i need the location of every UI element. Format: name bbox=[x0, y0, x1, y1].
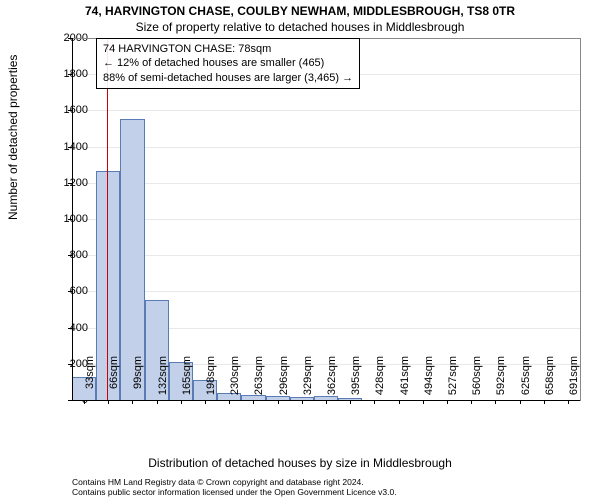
x-tick-label: 625sqm bbox=[520, 356, 532, 404]
info-box: 74 HARVINGTON CHASE: 78sqm ← 12% of deta… bbox=[96, 38, 360, 89]
x-tick-mark bbox=[205, 400, 206, 404]
chart-container: 74, HARVINGTON CHASE, COULBY NEWHAM, MID… bbox=[0, 0, 600, 500]
x-tick-label: 691sqm bbox=[568, 356, 580, 404]
x-tick-mark bbox=[157, 400, 158, 404]
x-tick-label: 428sqm bbox=[374, 356, 386, 404]
x-tick-mark bbox=[229, 400, 230, 404]
bars-container bbox=[72, 39, 580, 401]
x-tick-mark bbox=[181, 400, 182, 404]
x-tick-mark bbox=[544, 400, 545, 404]
info-box-line3: 88% of semi-detached houses are larger (… bbox=[103, 71, 353, 85]
y-axis-line bbox=[72, 38, 73, 400]
x-tick-mark bbox=[132, 400, 133, 404]
x-tick-label: 66sqm bbox=[108, 356, 120, 404]
x-tick-mark bbox=[278, 400, 279, 404]
x-tick-label: 527sqm bbox=[447, 356, 459, 404]
x-tick-label: 362sqm bbox=[326, 356, 338, 404]
x-tick-label: 99sqm bbox=[132, 356, 144, 404]
reference-line bbox=[107, 39, 108, 401]
footer-line2: Contains public sector information licen… bbox=[72, 487, 397, 497]
x-tick-label: 33sqm bbox=[84, 356, 96, 404]
chart-title-sub: Size of property relative to detached ho… bbox=[0, 20, 600, 34]
x-tick-label: 461sqm bbox=[399, 356, 411, 404]
plot-area bbox=[72, 38, 581, 401]
x-tick-mark bbox=[520, 400, 521, 404]
x-tick-mark bbox=[108, 400, 109, 404]
x-tick-label: 165sqm bbox=[181, 356, 193, 404]
x-tick-label: 658sqm bbox=[544, 356, 556, 404]
info-box-line2: ← 12% of detached houses are smaller (46… bbox=[103, 56, 353, 70]
x-axis-label: Distribution of detached houses by size … bbox=[0, 456, 600, 470]
x-tick-mark bbox=[399, 400, 400, 404]
info-box-line1: 74 HARVINGTON CHASE: 78sqm bbox=[103, 42, 353, 56]
chart-title-main: 74, HARVINGTON CHASE, COULBY NEWHAM, MID… bbox=[0, 4, 600, 18]
x-tick-label: 198sqm bbox=[205, 356, 217, 404]
x-tick-mark bbox=[253, 400, 254, 404]
x-tick-mark bbox=[326, 400, 327, 404]
x-tick-label: 329sqm bbox=[302, 356, 314, 404]
x-tick-mark bbox=[350, 400, 351, 404]
x-tick-mark bbox=[495, 400, 496, 404]
x-tick-label: 592sqm bbox=[495, 356, 507, 404]
footer: Contains HM Land Registry data © Crown c… bbox=[72, 477, 397, 497]
x-tick-mark bbox=[374, 400, 375, 404]
x-tick-label: 560sqm bbox=[471, 356, 483, 404]
x-tick-label: 296sqm bbox=[278, 356, 290, 404]
x-tick-label: 395sqm bbox=[350, 356, 362, 404]
x-tick-mark bbox=[447, 400, 448, 404]
x-tick-label: 494sqm bbox=[423, 356, 435, 404]
x-tick-mark bbox=[423, 400, 424, 404]
x-tick-label: 230sqm bbox=[229, 356, 241, 404]
x-tick-label: 263sqm bbox=[253, 356, 265, 404]
x-tick-mark bbox=[302, 400, 303, 404]
y-axis-label: Number of detached properties bbox=[6, 55, 20, 220]
footer-line1: Contains HM Land Registry data © Crown c… bbox=[72, 477, 397, 487]
x-tick-mark bbox=[471, 400, 472, 404]
x-tick-mark bbox=[568, 400, 569, 404]
x-tick-label: 132sqm bbox=[157, 356, 169, 404]
x-tick-mark bbox=[84, 400, 85, 404]
